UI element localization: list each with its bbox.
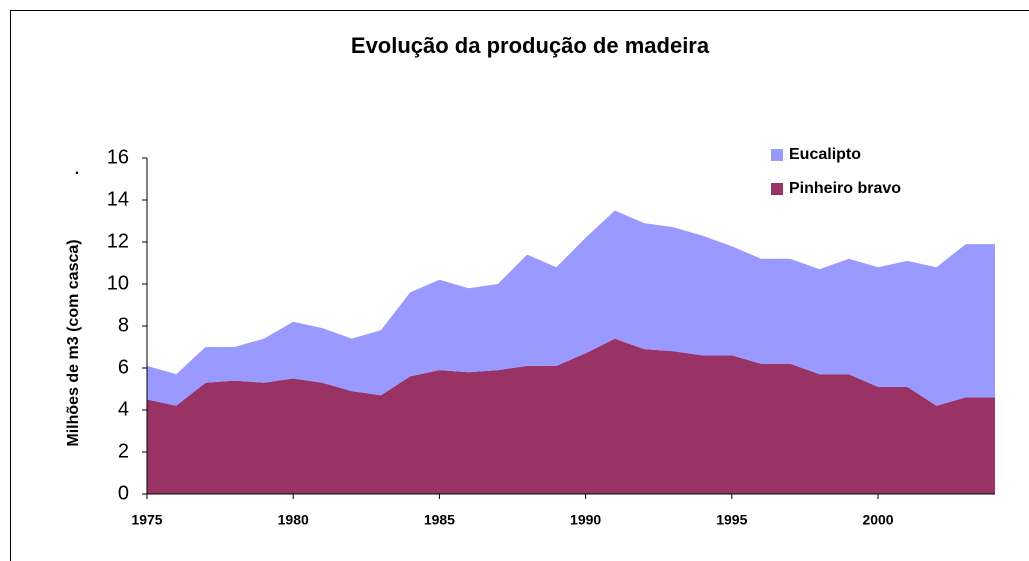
area (147, 210, 995, 406)
legend-swatch (771, 149, 783, 161)
x-tick-label: 1985 (424, 512, 455, 528)
x-tick-label: 1990 (570, 512, 601, 528)
y-tick-label: 4 (118, 398, 129, 420)
x-tick-label: 1980 (278, 512, 309, 528)
y-tick-label: 6 (118, 356, 129, 378)
legend-label: Pinheiro bravo (789, 180, 901, 197)
x-tick-label: 2000 (862, 512, 893, 528)
x-tick-label: 1995 (716, 512, 747, 528)
legend-swatch (771, 183, 783, 195)
legend-label: Eucalipto (789, 146, 861, 163)
y-tick-label: 8 (118, 314, 129, 336)
x-tick-label: 1975 (131, 512, 162, 528)
y-tick-label: 16 (107, 146, 129, 168)
annotation: . (75, 161, 79, 178)
y-tick-label: 10 (107, 272, 129, 294)
chart-title: Evolução da produção de madeira (351, 33, 710, 58)
y-tick-label: 2 (118, 440, 129, 462)
y-tick-label: 12 (107, 230, 129, 252)
y-tick-label: 0 (118, 482, 129, 504)
y-tick-label: 14 (107, 188, 129, 210)
area (147, 338, 995, 494)
y-axis-label: Milhões de m3 (com casca) (65, 239, 82, 446)
